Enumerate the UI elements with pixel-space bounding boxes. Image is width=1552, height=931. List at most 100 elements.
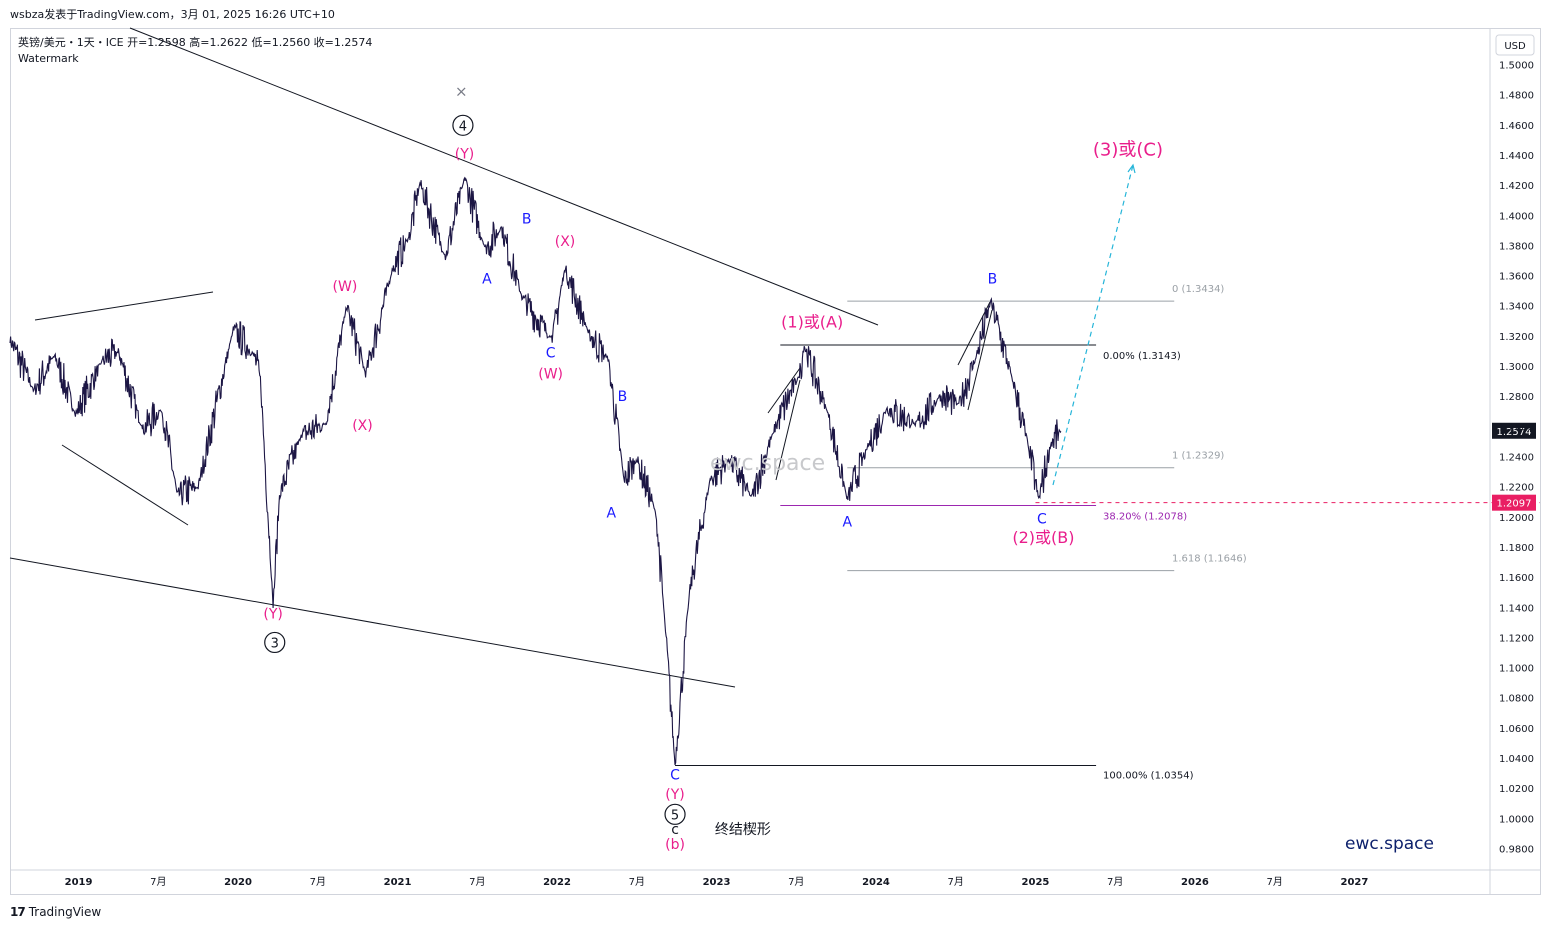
wave-circle-marker[interactable] [664, 803, 686, 825]
wave-labels: (W)(X)(Y)(Y)AB(X)C(W)BA(1)或(A)ABC(2)或(B)… [263, 83, 1163, 853]
x-tick-label: 2026 [1181, 877, 1209, 888]
wave-label[interactable]: B [988, 272, 998, 288]
x-tick-label: 2023 [703, 877, 731, 888]
y-tick-label: 1.0800 [1499, 694, 1534, 705]
wave-label[interactable]: 终结楔形 [715, 822, 771, 838]
wave-label[interactable]: B [522, 211, 532, 227]
wave-label[interactable]: (2)或(B) [1012, 528, 1074, 547]
watermark-label: Watermark [18, 52, 79, 65]
price-series-line [9, 176, 1062, 766]
wave-label[interactable]: (W) [538, 367, 563, 383]
wave-label[interactable]: (Y) [263, 606, 282, 622]
projection-arrow [1052, 164, 1134, 486]
y-tick-label: 1.4200 [1499, 181, 1534, 192]
wave-label[interactable]: c [671, 822, 679, 838]
x-tick-label: 2021 [384, 877, 412, 888]
fib-level-label: 0 (1.3434) [1172, 284, 1224, 295]
y-tick-label: 1.3800 [1499, 241, 1534, 252]
x-tick-label: 2020 [224, 877, 252, 888]
y-tick-label: 1.3200 [1499, 332, 1534, 343]
x-marker[interactable]: × [455, 83, 468, 101]
wave-label[interactable]: A [842, 514, 852, 530]
attribution-text: wsbza发表于TradingView.com，3月 01, 2025 16:2… [10, 8, 335, 21]
wave-label[interactable]: (3)或(C) [1093, 139, 1163, 160]
fib-level-label: 0.00% (1.3143) [1103, 351, 1181, 362]
axes: USD 0.9800 1.0000 1.0200 1.0400 1.0600 1.0800 1… [10, 28, 1541, 895]
y-tick-label: 1.5000 [1499, 61, 1534, 72]
dashed-level-badge [1492, 494, 1536, 511]
x-tick-label: 2022 [543, 877, 571, 888]
fib-level-label: 1.618 (1.1646) [1172, 554, 1247, 565]
y-tick-label: 1.0600 [1499, 724, 1534, 735]
brand-text: ewc.space [1345, 834, 1434, 854]
y-tick-label: 1.4400 [1499, 151, 1534, 162]
y-tick-label: 1.2400 [1499, 453, 1534, 464]
wave-label[interactable]: (X) [352, 418, 373, 434]
y-tick-label: 1.3600 [1499, 272, 1534, 283]
x-tick-label: 2024 [862, 877, 890, 888]
wave-circle-label: 5 [671, 808, 679, 823]
upper-wedge-line [34, 291, 214, 321]
y-tick-label: 1.4000 [1499, 211, 1534, 222]
wave-circle-marker[interactable] [264, 631, 286, 654]
x-tick-label: 7月 [469, 876, 485, 888]
long-channel-bottom [9, 557, 736, 688]
wedge-a1 [767, 367, 801, 414]
fibonacci-levels: 0 (1.3434) 0.00% (1.3143) 1 (1.2329) 38.20%… [675, 284, 1540, 781]
wave-label[interactable]: C [546, 345, 556, 361]
wave-circle-marker[interactable] [452, 114, 474, 136]
last-price-badge [1492, 422, 1536, 439]
y-tick-label: 1.0400 [1499, 754, 1534, 765]
wave-label[interactable]: (1)或(A) [781, 312, 843, 331]
y-tick-label: 1.2600 [1499, 422, 1534, 433]
wave-label[interactable]: (b) [665, 837, 685, 853]
y-tick-label: 1.1000 [1499, 664, 1534, 675]
chart-frame[interactable] [10, 28, 1541, 895]
y-tick-label: 1.2800 [1499, 392, 1534, 403]
y-tick-label: 1.4600 [1499, 121, 1534, 132]
x-tick-label: 7月 [629, 876, 645, 888]
wave-label[interactable]: (Y) [665, 787, 684, 803]
y-tick-label: 1.3400 [1499, 302, 1534, 313]
wave-label[interactable]: C [670, 768, 680, 784]
y-tick-label: 0.9800 [1499, 845, 1534, 856]
projection-arrowhead [1127, 163, 1136, 174]
y-tick-label: 1.3000 [1499, 362, 1534, 373]
wave-circle-label: 4 [459, 119, 467, 134]
y-tick-label: 1.1800 [1499, 543, 1534, 554]
chart-legend: 英镑/美元・1天・ICE 开=1.2598 高=1.2622 低=1.2560 … [18, 35, 372, 67]
fib-level-label: 100.00% (1.0354) [1103, 770, 1194, 781]
x-tick-label: 2019 [65, 877, 93, 888]
symbol-line: 英镑/美元・1天・ICE 开=1.2598 高=1.2622 低=1.2560 … [18, 36, 373, 49]
wave-label[interactable]: A [606, 505, 616, 521]
wave-label[interactable]: (X) [555, 234, 576, 250]
y-tick-label: 1.2000 [1499, 513, 1534, 524]
wave-label[interactable]: B [618, 389, 628, 405]
y-tick-label: 1.2200 [1499, 483, 1534, 494]
x-tick-label: 7月 [310, 876, 326, 888]
wave-label[interactable]: (W) [333, 279, 358, 295]
footer[interactable]: 17 TradingView [10, 905, 101, 919]
x-tick-label: 7月 [1107, 876, 1123, 888]
y-tick-label: 1.4800 [1499, 91, 1534, 102]
y-tick-label: 1.1600 [1499, 573, 1534, 584]
y-tick-label: 1.0000 [1499, 814, 1534, 825]
fib-level-label: 38.20% (1.2078) [1103, 512, 1187, 523]
wave-label[interactable]: (Y) [455, 146, 474, 162]
wedge-a2 [775, 379, 801, 481]
x-tick-label: 2027 [1341, 877, 1369, 888]
wave-label[interactable]: A [482, 272, 492, 288]
wave-circle-label: 3 [271, 636, 279, 651]
watermark-text: ewc.space [710, 451, 825, 476]
x-tick-label: 7月 [1267, 876, 1283, 888]
long-channel-top [129, 27, 879, 326]
x-tick-label: 7月 [948, 876, 964, 888]
tradingview-logo-icon: 17 [10, 905, 26, 919]
wave-label[interactable]: C [1037, 511, 1047, 527]
currency-box[interactable] [1495, 34, 1535, 56]
x-tick-label: 2025 [1022, 877, 1050, 888]
last-price-label: 1.2574 [1497, 427, 1532, 438]
lower-wedge-line [61, 444, 189, 526]
x-tick-label: 7月 [788, 876, 804, 888]
